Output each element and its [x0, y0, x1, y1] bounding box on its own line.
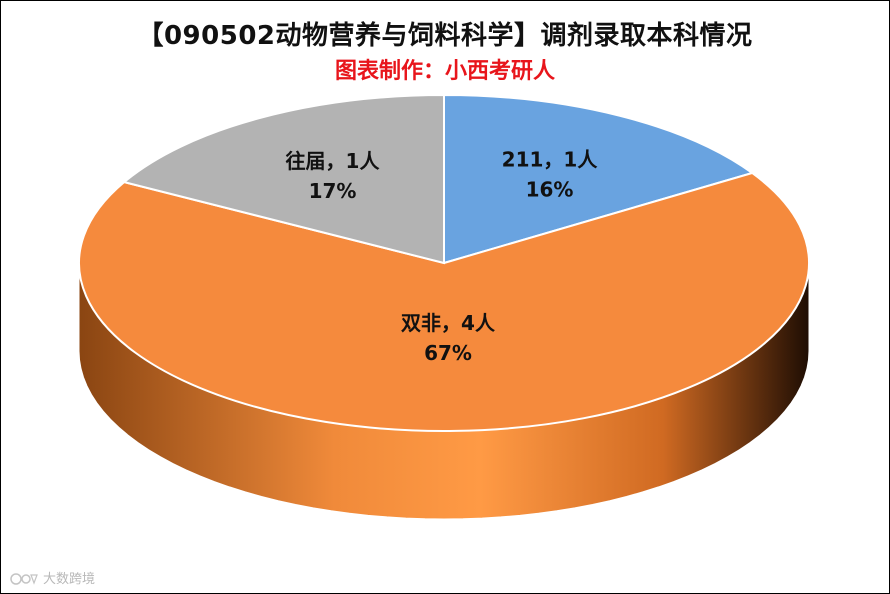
watermark-text: 大数跨境 — [43, 572, 96, 587]
slice-label-双非: 双非，4人 67% — [401, 311, 496, 365]
slice-label-percent: 67% — [424, 341, 472, 365]
pie-slice-双非 — [78, 171, 811, 432]
slice-label-往届: 往届，1人 17% — [286, 149, 381, 203]
slice-label-percent: 17% — [309, 179, 357, 203]
pie-slice-211 — [443, 93, 755, 265]
chart-title: 【090502动物营养与饲料科学】调剂录取本科情况 — [137, 21, 753, 51]
slice-label-211: 211，1人 16% — [502, 148, 599, 202]
watermark-logo-icon — [10, 572, 38, 585]
chart-subtitle: 图表制作：小西考研人 — [334, 59, 555, 84]
watermark: 大数跨境 — [9, 568, 95, 587]
slice-label-count: 往届，1人 — [286, 149, 381, 173]
slice-label-percent: 16% — [526, 178, 574, 202]
pie-slice-往届 — [122, 93, 445, 265]
slice-label-count: 211，1人 — [502, 148, 599, 172]
slice-label-count: 双非，4人 — [401, 311, 496, 335]
